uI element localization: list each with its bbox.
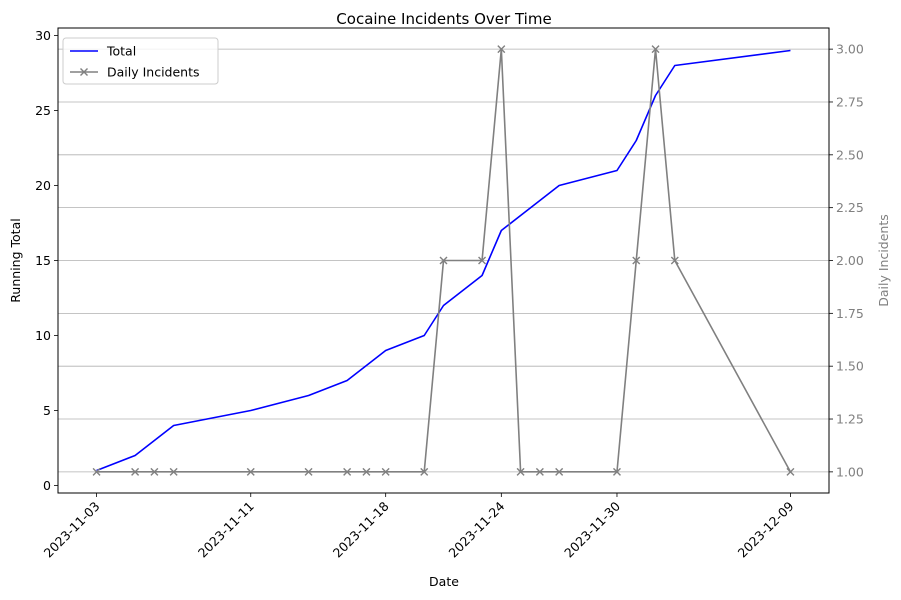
legend-marker-daily xyxy=(80,68,88,76)
data-point xyxy=(246,467,255,476)
right-y-tick-label: 1.75 xyxy=(836,306,864,321)
data-point xyxy=(150,467,159,476)
data-point xyxy=(670,256,679,265)
data-point xyxy=(343,467,352,476)
right-y-tick-label: 2.25 xyxy=(836,200,864,215)
left-y-tick-label: 15 xyxy=(35,253,51,268)
x-tick-label: 2023-11-30 xyxy=(561,498,623,560)
left-y-tick-label: 20 xyxy=(35,178,51,193)
right-y-tick-label: 2.00 xyxy=(836,253,864,268)
right-y-tick-label: 1.00 xyxy=(836,464,864,479)
right-y-tick-label: 2.75 xyxy=(836,94,864,109)
left-y-tick-label: 0 xyxy=(43,478,51,493)
right-y-tick-label: 3.00 xyxy=(836,42,864,57)
axes-layer: 0 5 10 15 20 25 30 1.00 1.25 1.50 1.75 2.00 2.25 2.50… xyxy=(35,28,864,560)
data-point xyxy=(304,467,313,476)
data-point xyxy=(420,467,429,476)
data-point xyxy=(535,467,544,476)
x-tick-label: 2023-11-18 xyxy=(330,498,392,560)
data-point xyxy=(169,467,178,476)
x-tick-label: 2023-11-11 xyxy=(195,499,257,561)
x-tick-label: 2023-11-24 xyxy=(445,498,507,560)
data-point xyxy=(632,256,641,265)
right-axis-title: Daily Incidents xyxy=(876,214,891,307)
series-layer xyxy=(92,45,795,476)
legend-label-total: Total xyxy=(106,44,136,59)
right-y-tick-label: 1.25 xyxy=(836,412,864,427)
chart-title: Cocaine Incidents Over Time xyxy=(336,10,551,28)
legend-label-daily: Daily Incidents xyxy=(107,65,200,80)
right-y-tick-label: 1.50 xyxy=(836,359,864,374)
x-axis-title: Date xyxy=(429,574,459,589)
data-point xyxy=(131,467,140,476)
data-point xyxy=(362,467,371,476)
data-point xyxy=(92,467,101,476)
data-point xyxy=(497,45,506,54)
data-point xyxy=(439,256,448,265)
left-y-tick-label: 30 xyxy=(35,28,51,43)
right-y-tick-label: 2.50 xyxy=(836,147,864,162)
legend: Total Daily Incidents xyxy=(62,37,219,85)
data-point xyxy=(612,467,621,476)
data-point xyxy=(516,467,525,476)
data-point xyxy=(381,467,390,476)
left-axis-title: Running Total xyxy=(8,218,23,302)
left-y-tick-label: 25 xyxy=(35,103,51,118)
data-point xyxy=(478,256,487,265)
left-y-tick-label: 10 xyxy=(35,328,51,343)
data-point xyxy=(651,45,660,54)
x-tick-label: 2023-12-09 xyxy=(735,498,797,560)
series-line-0 xyxy=(96,49,791,472)
legend-box xyxy=(62,37,219,85)
data-point xyxy=(555,467,564,476)
left-y-tick-label: 5 xyxy=(43,403,51,418)
x-tick-label: 2023-11-03 xyxy=(41,499,103,561)
data-point xyxy=(786,467,795,476)
